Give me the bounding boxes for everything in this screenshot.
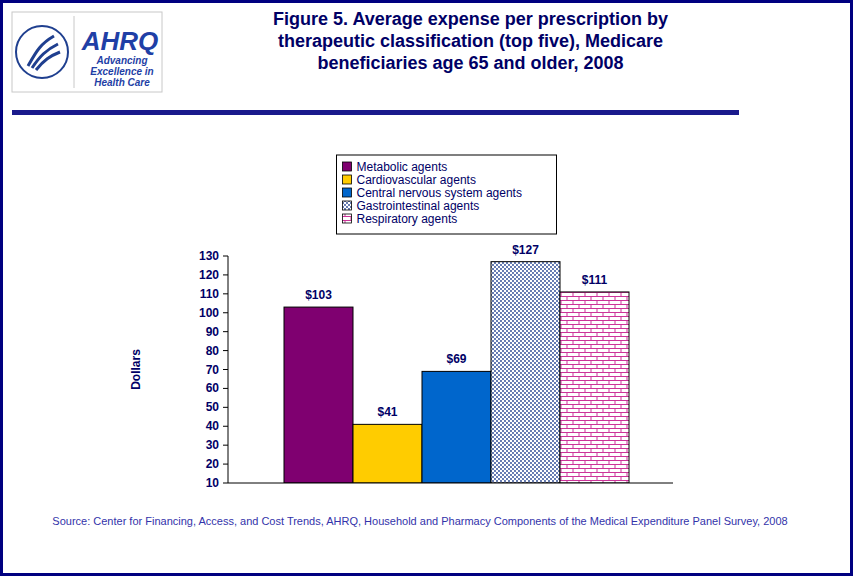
y-tick — [223, 256, 228, 257]
y-tick-label: 110 — [200, 287, 220, 301]
y-tick-label: 70 — [206, 363, 220, 377]
y-tick-label: 40 — [206, 419, 220, 433]
bars — [284, 262, 629, 483]
data-label: $111 — [582, 273, 608, 287]
bar — [491, 262, 560, 483]
legend-swatch — [343, 175, 352, 184]
legend-swatch — [343, 201, 352, 210]
y-tick — [223, 369, 228, 370]
y-tick-label: 60 — [206, 381, 220, 395]
legend: Metabolic agentsCardiovascular agentsCen… — [337, 155, 557, 234]
logo-divider — [74, 16, 75, 88]
y-tick — [223, 293, 228, 294]
bar — [422, 371, 491, 483]
logo-seal — [16, 26, 68, 78]
y-tick-label: 50 — [206, 400, 220, 414]
y-tick-label: 100 — [199, 306, 219, 320]
y-tick — [223, 331, 228, 332]
legend-swatch — [343, 214, 352, 223]
page-border — [2, 2, 852, 575]
logo-name: AHRQ — [81, 26, 159, 56]
y-tick-label: 80 — [206, 344, 220, 358]
data-label: $103 — [305, 288, 332, 302]
y-tick — [223, 388, 228, 389]
y-axis-label: Dollars — [129, 349, 143, 390]
y-tick — [223, 312, 228, 313]
y-tick — [223, 483, 228, 484]
legend-swatch — [343, 188, 352, 197]
data-label: $69 — [446, 352, 466, 366]
page: {"logo": {"name": "AHRQ", "tagline": "Ad… — [0, 0, 853, 576]
y-tick-label: 90 — [206, 325, 220, 339]
data-label: $41 — [377, 405, 397, 419]
y-tick-label: 20 — [206, 457, 220, 471]
y-tick-label: 120 — [199, 268, 219, 282]
logo-box — [12, 12, 162, 92]
y-tick — [223, 407, 228, 408]
chart-title: Figure 5. Average expense per prescripti… — [248, 8, 693, 74]
y-tick — [223, 274, 228, 275]
legend-label: Respiratory agents — [357, 212, 458, 226]
header-rule — [12, 110, 739, 115]
source-note: Source: Center for Financing, Access, an… — [52, 515, 787, 527]
bar — [353, 424, 422, 483]
legend-label: Metabolic agents — [357, 160, 448, 174]
legend-label: Gastrointestinal agents — [357, 199, 480, 213]
logo-eagle — [28, 36, 60, 70]
x-axis — [228, 483, 673, 484]
bar — [284, 307, 353, 483]
legend-label: Cardiovascular agents — [357, 173, 476, 187]
bar — [560, 292, 629, 483]
y-tick-label: 10 — [206, 476, 220, 490]
y-tick — [223, 445, 228, 446]
y-tick-label: 130 — [199, 249, 219, 263]
legend-swatch — [343, 162, 352, 171]
data-label: $127 — [512, 243, 539, 257]
y-tick — [223, 350, 228, 351]
y-tick — [223, 426, 228, 427]
logo-tagline: Advancing Excellence in Health Care — [82, 55, 162, 88]
y-tick — [223, 464, 228, 465]
y-tick-label: 30 — [206, 438, 220, 452]
legend-label: Central nervous system agents — [357, 186, 522, 200]
legend-box — [337, 155, 557, 234]
